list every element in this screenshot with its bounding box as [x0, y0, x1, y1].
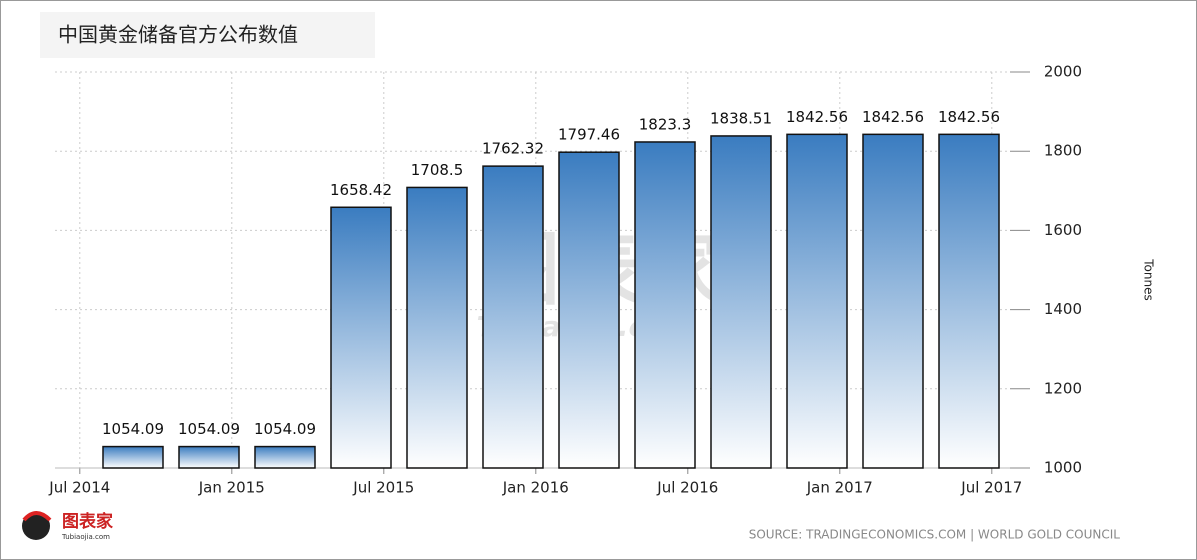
x-tick-label: Jan 2016 — [502, 479, 569, 497]
value-label: 1842.56 — [862, 108, 924, 126]
bar — [862, 133, 924, 469]
y-tick-label: 1600 — [1044, 221, 1082, 239]
value-label: 1054.09 — [178, 420, 240, 438]
y-tick-label: 1400 — [1044, 300, 1082, 318]
value-label: 1842.56 — [938, 108, 1000, 126]
chart-title: 中国黄金储备官方公布数值 — [58, 23, 298, 47]
y-axis-label: Tonnes — [1142, 258, 1156, 300]
bar — [558, 151, 620, 469]
x-tick-label: Jul 2014 — [48, 479, 110, 497]
value-label: 1762.32 — [482, 140, 544, 158]
bar — [786, 133, 848, 469]
title-box — [40, 12, 375, 58]
x-tick-label: Jan 2017 — [806, 479, 873, 497]
value-label: 1054.09 — [254, 420, 316, 438]
source: SOURCE: TRADINGECONOMICS.COM | WORLD GOL… — [749, 528, 1121, 542]
x-tick-label: Jul 2016 — [656, 479, 718, 497]
bar — [938, 133, 1000, 469]
y-tick-label: 1200 — [1044, 379, 1082, 397]
value-label: 1797.46 — [558, 126, 620, 144]
value-label: 1838.51 — [710, 109, 772, 127]
bar — [406, 186, 468, 469]
value-label: 1708.5 — [411, 161, 464, 179]
logo-text: 图表家 — [62, 511, 113, 532]
bar — [102, 445, 164, 469]
logo-icon — [22, 512, 50, 540]
x-tick-label: Jul 2015 — [352, 479, 414, 497]
bar — [330, 206, 392, 469]
value-label: 1823.3 — [639, 115, 692, 133]
logo: 图表家 Tubiaojia.com — [22, 511, 113, 541]
value-label: 1842.56 — [786, 108, 848, 126]
logo-arc — [22, 511, 52, 522]
y-tick-label: 1000 — [1044, 459, 1082, 477]
value-label: 1658.42 — [330, 181, 392, 199]
bar — [178, 445, 240, 469]
y-tick-label: 2000 — [1044, 63, 1082, 81]
x-tick-label: Jan 2015 — [198, 479, 265, 497]
bar — [254, 445, 316, 469]
bar — [710, 135, 772, 469]
logo-url: Tubiaojia.com — [61, 533, 110, 541]
value-label: 1054.09 — [102, 420, 164, 438]
bar — [482, 165, 544, 469]
x-tick-label: Jul 2017 — [960, 479, 1022, 497]
y-tick-label: 1800 — [1044, 142, 1082, 160]
bar — [634, 141, 696, 469]
